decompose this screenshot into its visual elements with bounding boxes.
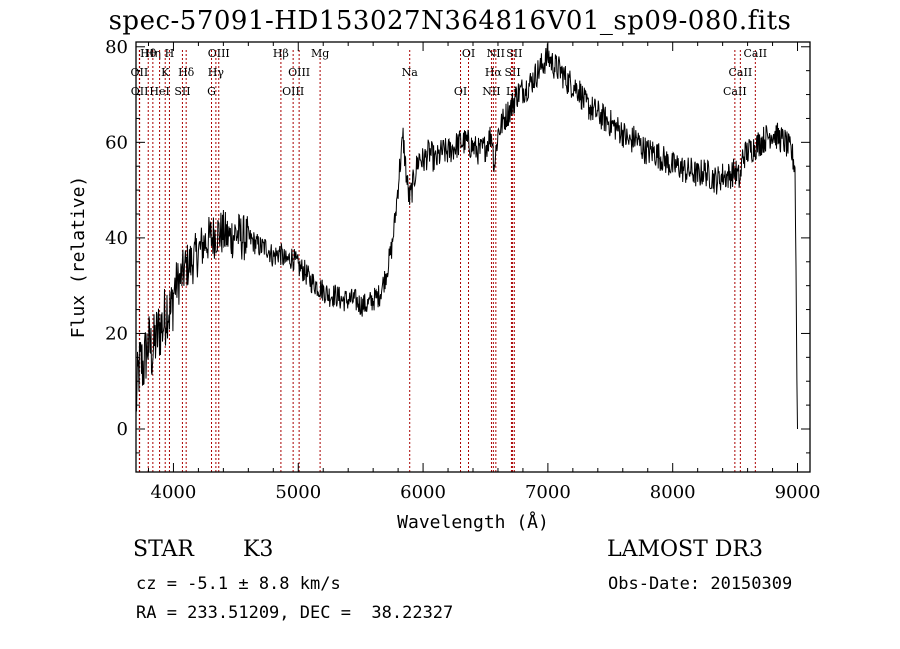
x-tick-label: 9000 [775,482,821,503]
y-axis-label: Flux (relative) [68,176,89,339]
spectral-line-label: Li [506,85,517,98]
x-tick-label: 4000 [151,482,197,503]
spectral-line-label: OII [131,85,149,98]
spectral-line-label: NII [487,47,505,60]
y-tick-label: 0 [117,419,128,440]
spectral-line-label: Mg [311,47,329,60]
x-tick-label: 5000 [275,482,321,503]
spectral-line-label: Hγ [208,66,225,79]
x-tick-label: 7000 [525,482,571,503]
object-type: STAR [133,537,194,562]
spectral-line-label: Hη [145,47,161,60]
spectral-line-label: NII [482,85,500,98]
spectral-line-label: CaII [723,85,747,98]
y-tick-label: 80 [105,37,128,58]
spectral-line-label: SII [174,85,190,98]
spectral-line-label: SII [504,66,520,79]
spectrum-line [135,43,798,430]
spectral-line-label: SII [506,47,522,60]
spectral-line-label: OIII [288,66,310,79]
x-axis-label: Wavelength (Å) [397,511,549,533]
spectral-line-label: CaII [743,47,767,60]
spectral-line-label: Hδ [178,66,195,79]
y-tick-label: 60 [105,132,128,153]
redshift-label: cz = -5.1 ± 8.8 km/s [136,574,341,594]
spectral-line-label: H [165,47,175,60]
x-tick-label: 8000 [650,482,696,503]
spectral-line-label: HeI [149,85,169,98]
survey-label: LAMOST DR3 [607,537,763,562]
spectral-line-label: OI [462,47,475,60]
spectral-line-label: Hβ [273,47,289,60]
spectral-line-label: OIII [282,85,304,98]
spectral-line-label: OI [454,85,467,98]
spectral-class: K3 [243,537,274,562]
spectral-line-label: OII [131,66,149,79]
y-tick-label: 40 [105,228,128,249]
spectral-line-label: Hα [485,66,503,79]
x-tick-label: 6000 [400,482,446,503]
chart-title: spec-57091-HD153027N364816V01_sp09-080.f… [108,6,792,36]
spectral-line-label: G [207,85,216,98]
y-tick-label: 20 [105,323,128,344]
plot-frame [135,41,811,473]
spectral-line-label: Na [402,66,419,79]
spectral-line-label: OIII [208,47,230,60]
spectral-line-label: K [161,66,170,79]
coordinates-label: RA = 233.51209, DEC = 38.22327 [136,603,454,623]
spectral-line-label: CaII [729,66,753,79]
obs-date-label: Obs-Date: 20150309 [608,574,793,594]
